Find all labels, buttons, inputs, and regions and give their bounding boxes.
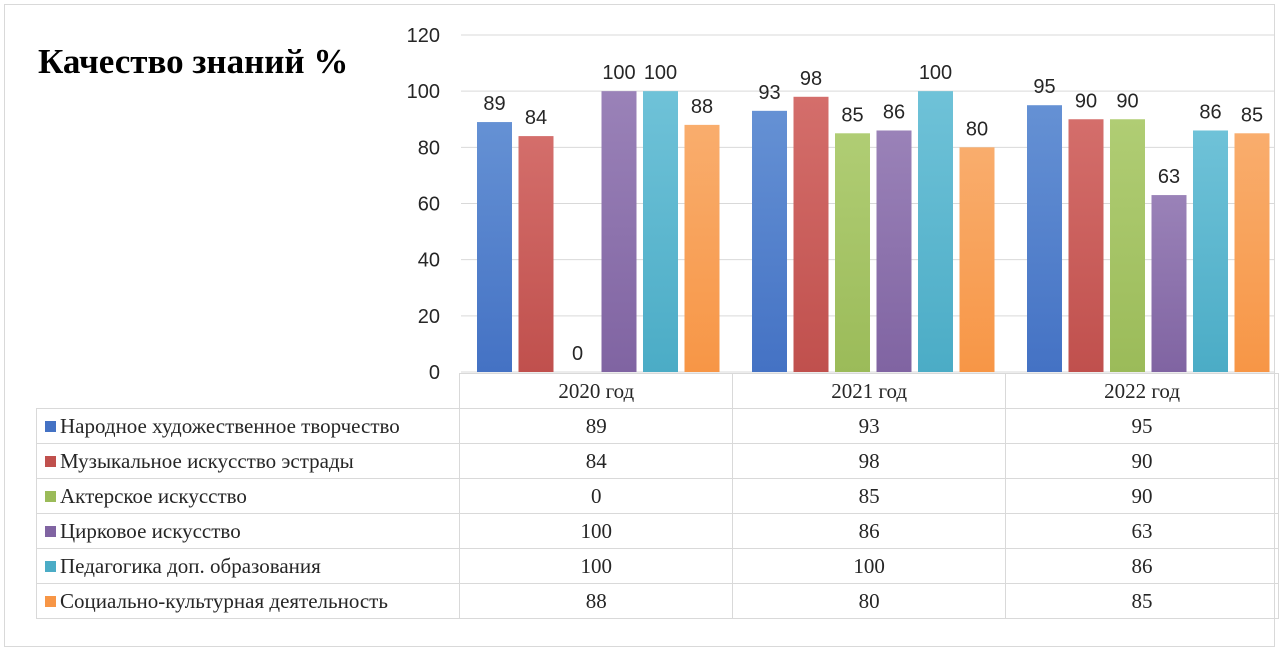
data-label: 90 bbox=[1116, 90, 1138, 112]
legend-entry: Социально-культурная деятельность bbox=[35, 583, 461, 619]
legend-swatch bbox=[45, 560, 56, 572]
table-cell: 84 bbox=[459, 443, 734, 479]
legend-entry: Цирковое искусство bbox=[35, 513, 461, 549]
bar bbox=[643, 91, 678, 373]
data-label: 85 bbox=[1241, 104, 1263, 126]
table-corner bbox=[36, 373, 461, 409]
legend-entry: Музыкальное искусство эстрады bbox=[35, 443, 461, 479]
y-tick-label: 60 bbox=[418, 194, 440, 216]
data-label: 0 bbox=[572, 343, 583, 365]
y-tick-label: 0 bbox=[429, 362, 440, 384]
data-label: 100 bbox=[919, 62, 952, 84]
series-name: Педагогика доп. образования bbox=[60, 553, 321, 578]
table-cell: 90 bbox=[1005, 478, 1279, 514]
table-cell: 80 bbox=[732, 583, 1007, 619]
table-cell: 95 bbox=[1005, 408, 1279, 444]
bar bbox=[1151, 195, 1187, 372]
bar bbox=[876, 130, 912, 372]
y-tick-label: 20 bbox=[418, 306, 440, 328]
table-row: Народное художественное творчество 89 93 95 bbox=[35, 408, 1279, 444]
data-label: 100 bbox=[602, 62, 635, 84]
data-label: 85 bbox=[841, 104, 863, 126]
bar bbox=[601, 91, 637, 373]
series-name: Народное художественное творчество bbox=[60, 413, 400, 438]
bar bbox=[1110, 119, 1145, 372]
series-name: Музыкальное искусство эстрады bbox=[60, 448, 354, 473]
data-label: 86 bbox=[1199, 101, 1221, 123]
chart-title: Качество знаний % bbox=[38, 42, 349, 81]
y-tick-label: 80 bbox=[418, 137, 440, 159]
table-cell: 98 bbox=[732, 443, 1007, 479]
category-label: 2020 год bbox=[459, 373, 734, 409]
table-row: Актерское искусство 0 85 90 bbox=[35, 478, 1279, 514]
legend-entry: Актерское искусство bbox=[35, 478, 461, 514]
table-cell: 86 bbox=[1005, 548, 1279, 584]
table-cell: 100 bbox=[459, 548, 734, 584]
data-table: 2020 год 2021 год 2022 год Народное худо… bbox=[35, 373, 1279, 619]
legend-swatch bbox=[45, 420, 56, 432]
bar bbox=[918, 91, 953, 373]
legend-swatch bbox=[45, 525, 56, 537]
data-label: 86 bbox=[883, 101, 905, 123]
data-label: 88 bbox=[691, 96, 713, 118]
table-cell: 86 bbox=[732, 513, 1007, 549]
data-label: 95 bbox=[1033, 76, 1055, 98]
data-labels: 89 84 0 100 100 88 93 98 85 86 100 80 95 90 90 63 86 85 bbox=[483, 62, 1263, 365]
table-cell: 85 bbox=[732, 478, 1007, 514]
bar bbox=[752, 110, 787, 372]
legend-swatch bbox=[45, 490, 56, 502]
table-row: Социально-культурная деятельность 88 80 85 bbox=[35, 583, 1279, 619]
table-cell: 85 bbox=[1005, 583, 1279, 619]
bar bbox=[684, 124, 720, 372]
table-cell: 93 bbox=[732, 408, 1007, 444]
table-cell: 88 bbox=[459, 583, 734, 619]
data-label: 98 bbox=[800, 68, 822, 90]
bar bbox=[1027, 105, 1062, 372]
bar bbox=[518, 136, 554, 372]
data-label: 100 bbox=[644, 62, 677, 84]
table-cell: 0 bbox=[459, 478, 734, 514]
bar bbox=[1193, 130, 1228, 372]
series-name: Цирковое искусство bbox=[60, 518, 241, 543]
bar bbox=[1234, 133, 1270, 372]
data-label: 93 bbox=[758, 82, 780, 104]
data-label: 63 bbox=[1158, 166, 1180, 188]
table-cell: 90 bbox=[1005, 443, 1279, 479]
category-label: 2021 год bbox=[732, 373, 1007, 409]
y-tick-label: 40 bbox=[418, 250, 440, 272]
table-cell: 63 bbox=[1005, 513, 1279, 549]
category-header-row: 2020 год 2021 год 2022 год bbox=[36, 373, 1279, 409]
series-name: Актерское искусство bbox=[60, 483, 247, 508]
legend-entry: Педагогика доп. образования bbox=[35, 548, 461, 584]
bars bbox=[477, 91, 1270, 373]
data-label: 90 bbox=[1075, 90, 1097, 112]
table-cell: 100 bbox=[732, 548, 1007, 584]
data-label: 89 bbox=[483, 93, 505, 115]
bar bbox=[835, 133, 870, 372]
y-tick-label: 120 bbox=[407, 25, 440, 47]
bar bbox=[959, 147, 995, 372]
table-row: Педагогика доп. образования 100 100 86 bbox=[35, 548, 1279, 584]
legend-swatch bbox=[45, 455, 56, 467]
table-row: Музыкальное искусство эстрады 84 98 90 bbox=[35, 443, 1279, 479]
series-name: Социально-культурная деятельность bbox=[60, 588, 388, 613]
legend-entry: Народное художественное творчество bbox=[35, 408, 461, 444]
table-row: Цирковое искусство 100 86 63 bbox=[35, 513, 1279, 549]
table-cell: 89 bbox=[459, 408, 734, 444]
bar bbox=[1068, 119, 1104, 372]
bar bbox=[477, 122, 512, 372]
y-axis: 0 20 40 60 80 100 120 bbox=[407, 25, 440, 384]
data-label: 80 bbox=[966, 118, 988, 140]
legend-swatch bbox=[45, 595, 56, 607]
bar bbox=[793, 96, 829, 373]
y-tick-label: 100 bbox=[407, 81, 440, 103]
data-label: 84 bbox=[525, 107, 547, 129]
table-cell: 100 bbox=[459, 513, 734, 549]
category-label: 2022 год bbox=[1005, 373, 1279, 409]
